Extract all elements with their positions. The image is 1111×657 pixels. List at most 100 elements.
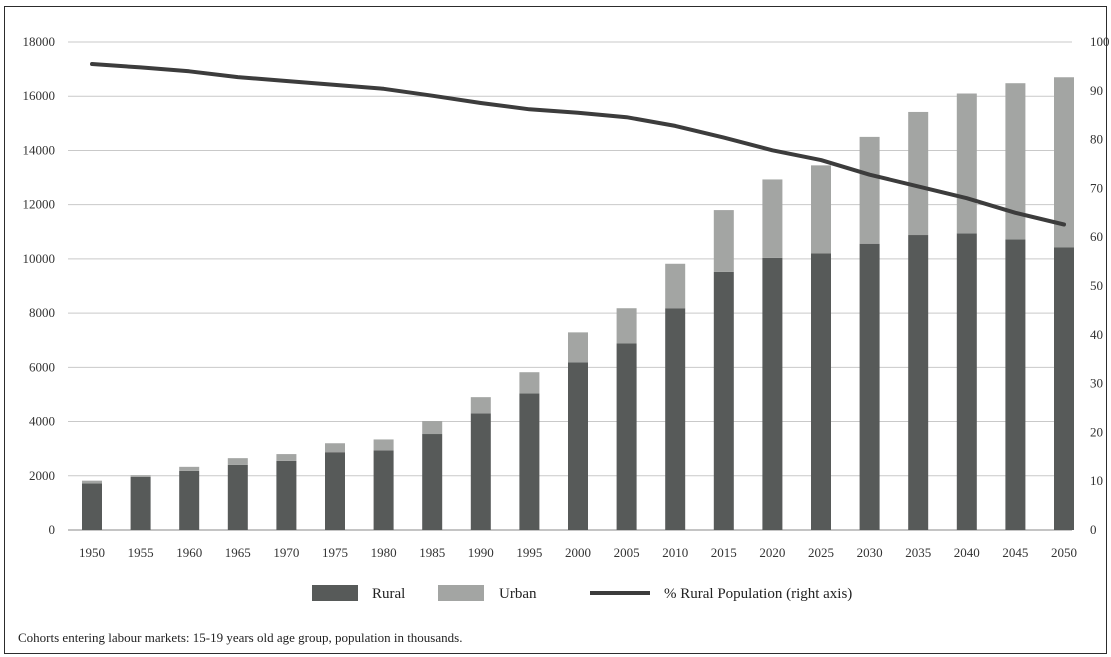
bar-urban-2045: [1005, 83, 1026, 240]
legend-label-rural: Rural: [372, 586, 405, 602]
bar-rural-2030: [859, 243, 880, 530]
left-tick-label: 0: [49, 522, 56, 537]
bar-rural-1975: [325, 452, 345, 530]
right-tick-label: 10: [1090, 473, 1103, 488]
left-tick-label: 12000: [23, 197, 56, 212]
bar-urban-1955: [130, 475, 151, 477]
left-axis-ticks: 0 2000 4000 6000 8000 10000 12000 14000 16000 180…: [23, 34, 56, 537]
bar-rural-2000: [568, 362, 588, 530]
x-tick-label: 1975: [322, 545, 348, 560]
right-tick-label: 100: [1090, 34, 1110, 49]
bar-rural-1965: [227, 464, 248, 530]
bar-rural-2040: [956, 233, 977, 530]
x-tick-label: 2000: [565, 545, 591, 560]
gridlines: [68, 41, 1072, 531]
bar-rural-2035: [908, 235, 929, 530]
x-tick-label: 2040: [954, 545, 980, 560]
legend-swatch-urban: [438, 585, 484, 601]
line-group: [90, 62, 1066, 227]
bar-urban-1960: [179, 466, 200, 471]
x-tick-label: 1995: [516, 545, 542, 560]
right-tick-label: 70: [1090, 180, 1103, 195]
right-tick-label: 50: [1090, 278, 1103, 293]
bar-rural-2025: [811, 253, 831, 530]
right-tick-label: 30: [1090, 376, 1103, 391]
x-tick-label: 2035: [905, 545, 931, 560]
x-tick-label: 2005: [614, 545, 640, 560]
bar-urban-1990: [470, 397, 491, 414]
bar-rural-2005: [616, 343, 637, 530]
bar-urban-1985: [422, 421, 443, 435]
right-tick-label: 0: [1090, 522, 1097, 537]
bar-rural-2015: [713, 271, 734, 530]
right-tick-label: 60: [1090, 229, 1103, 244]
bar-urban-2015: [713, 210, 734, 272]
bar-rural-2020: [762, 257, 783, 530]
bar-rural-1970: [276, 460, 297, 530]
x-tick-label: 1970: [273, 545, 299, 560]
left-tick-label: 6000: [29, 359, 55, 374]
bar-rural-2010: [665, 308, 686, 530]
legend-label-rural-pct: % Rural Population (right axis): [664, 586, 852, 602]
bar-urban-1975: [325, 443, 345, 453]
x-tick-label: 2025: [808, 545, 834, 560]
x-tick-label: 1985: [419, 545, 445, 560]
x-tick-label: 1950: [79, 545, 105, 560]
bar-urban-1950: [82, 480, 102, 484]
right-axis-ticks: 0 10 20 30 40 50 60 70 80 90 100: [1090, 34, 1110, 537]
bar-urban-2000: [568, 332, 588, 363]
bar-rural-1950: [82, 483, 102, 530]
right-tick-label: 80: [1090, 132, 1103, 147]
left-tick-label: 18000: [23, 34, 56, 49]
bar-urban-2010: [665, 263, 686, 309]
bars-group: [82, 77, 1074, 530]
left-tick-label: 14000: [23, 142, 56, 157]
chart-caption: Cohorts entering labour markets: 15-19 y…: [18, 630, 463, 645]
x-tick-label: 1960: [176, 545, 202, 560]
bar-urban-2040: [956, 93, 977, 234]
left-tick-label: 4000: [29, 414, 55, 429]
bar-rural-2045: [1005, 239, 1026, 530]
bar-urban-2035: [908, 111, 929, 236]
left-tick-label: 8000: [29, 305, 55, 320]
right-tick-label: 90: [1090, 83, 1103, 98]
bar-rural-1955: [130, 476, 151, 530]
chart-frame: [4, 6, 1107, 654]
x-tick-label: 2030: [857, 545, 883, 560]
bar-urban-1965: [227, 458, 248, 465]
x-tick-label: 1980: [371, 545, 397, 560]
right-tick-label: 40: [1090, 327, 1103, 342]
x-tick-label: 2045: [1002, 545, 1028, 560]
bar-urban-2020: [762, 179, 783, 258]
x-tick-label: 2010: [662, 545, 688, 560]
left-tick-label: 2000: [29, 468, 55, 483]
bar-rural-1985: [422, 434, 443, 530]
x-tick-label: 1990: [468, 545, 494, 560]
bar-urban-1980: [373, 439, 394, 451]
x-axis-ticks: 1950 1955 1960 1965 1970 1975 1980 1985 1990 1995…: [79, 545, 1077, 560]
x-tick-label: 2050: [1051, 545, 1077, 560]
left-tick-label: 10000: [23, 251, 56, 266]
bar-urban-2050: [1054, 77, 1074, 248]
bar-rural-1980: [373, 450, 394, 530]
bar-urban-1970: [276, 454, 297, 461]
bar-rural-1995: [519, 393, 540, 530]
bar-rural-2050: [1054, 247, 1074, 530]
legend: Rural Urban % Rural Population (right ax…: [312, 585, 852, 602]
x-tick-label: 2015: [711, 545, 737, 560]
legend-swatch-rural: [312, 585, 358, 601]
x-tick-label: 1965: [225, 545, 251, 560]
x-tick-label: 2020: [759, 545, 785, 560]
right-tick-label: 20: [1090, 424, 1103, 439]
bar-rural-1960: [179, 470, 200, 530]
bar-urban-2025: [811, 165, 831, 254]
left-tick-label: 16000: [23, 88, 56, 103]
line-rural-percent: [90, 62, 1066, 227]
bar-urban-2005: [616, 308, 637, 344]
x-tick-label: 1955: [128, 545, 154, 560]
bar-urban-1995: [519, 372, 540, 394]
bar-rural-1990: [470, 413, 491, 530]
legend-label-urban: Urban: [499, 586, 537, 602]
bar-urban-2030: [859, 136, 880, 244]
